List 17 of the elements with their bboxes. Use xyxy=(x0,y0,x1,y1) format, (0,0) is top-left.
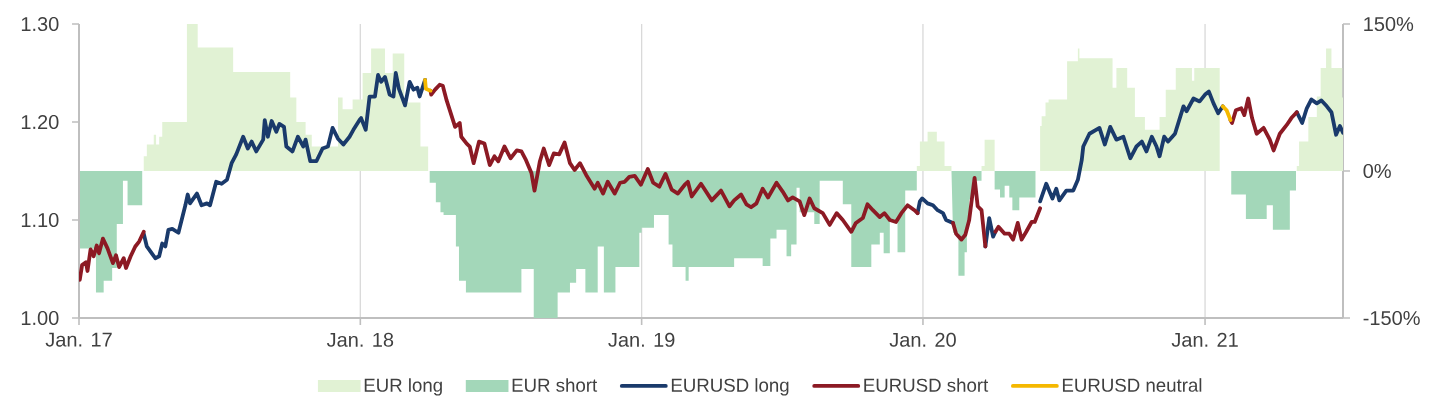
y-tick-label: 1.30 xyxy=(21,16,59,32)
y-tick-label: 1.00 xyxy=(21,310,59,326)
legend-label: EUR long xyxy=(364,378,442,396)
legend-label: EUR short xyxy=(512,378,598,392)
x-tick-label: Jan. 19 xyxy=(608,332,675,347)
y-tick-label: 1.10 xyxy=(21,212,59,228)
x-tick-label: Jan. 18 xyxy=(326,332,394,347)
x-tick-label: Jan. 17 xyxy=(45,332,112,347)
legend-label: EURUSD long xyxy=(671,378,789,396)
legend-label: EURUSD neutral xyxy=(1062,378,1202,392)
y2-tick-label: -150% xyxy=(1363,310,1420,326)
y2-tick-label: 0% xyxy=(1363,163,1391,179)
y-tick-label: 1.20 xyxy=(21,114,59,130)
y2-tick-label: 150% xyxy=(1364,16,1414,32)
legend-label: EURUSD short xyxy=(864,378,989,392)
x-tick-label: Jan. 20 xyxy=(889,332,956,347)
x-tick-label: Jan. 21 xyxy=(1171,332,1238,347)
